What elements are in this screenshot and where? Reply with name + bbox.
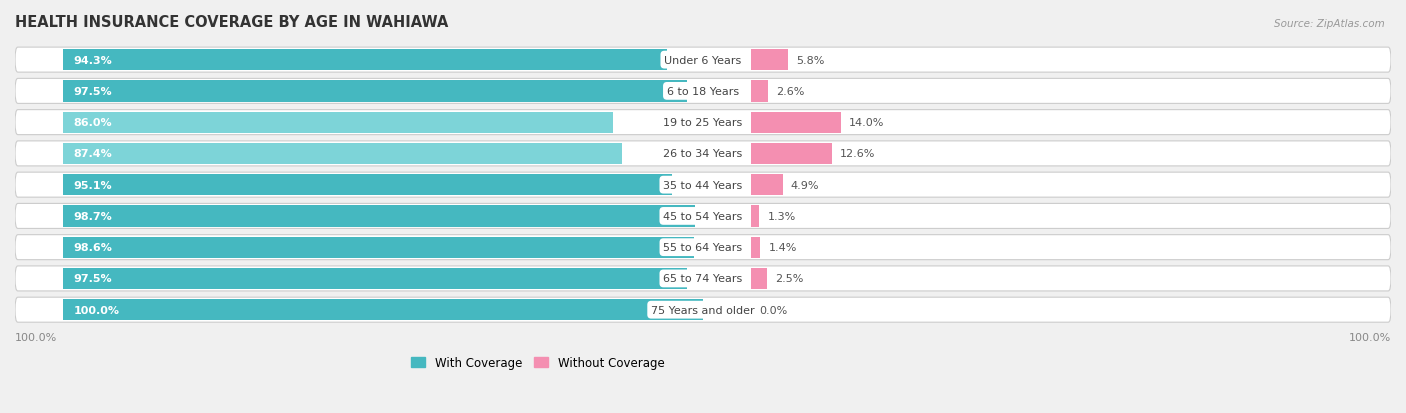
Bar: [63, 299, 703, 320]
Text: 19 to 25 Years: 19 to 25 Years: [664, 118, 742, 128]
Text: 75 Years and older: 75 Years and older: [651, 305, 755, 315]
Text: HEALTH INSURANCE COVERAGE BY AGE IN WAHIAWA: HEALTH INSURANCE COVERAGE BY AGE IN WAHI…: [15, 15, 449, 30]
Bar: [751, 81, 768, 102]
FancyBboxPatch shape: [15, 235, 1391, 260]
Bar: [751, 50, 789, 71]
Bar: [63, 81, 688, 102]
Text: 55 to 64 Years: 55 to 64 Years: [664, 242, 742, 253]
FancyBboxPatch shape: [15, 204, 1391, 229]
Text: 12.6%: 12.6%: [839, 149, 876, 159]
Bar: [63, 175, 672, 196]
Text: 94.3%: 94.3%: [73, 55, 112, 65]
Text: 2.5%: 2.5%: [776, 274, 804, 284]
FancyBboxPatch shape: [15, 297, 1391, 323]
Text: 97.5%: 97.5%: [73, 87, 112, 97]
Text: 6 to 18 Years: 6 to 18 Years: [666, 87, 740, 97]
Text: 87.4%: 87.4%: [73, 149, 112, 159]
Text: 1.4%: 1.4%: [768, 242, 797, 253]
Text: 95.1%: 95.1%: [73, 180, 112, 190]
Text: 86.0%: 86.0%: [73, 118, 112, 128]
FancyBboxPatch shape: [15, 48, 1391, 73]
Text: 0.0%: 0.0%: [759, 305, 787, 315]
Bar: [751, 175, 783, 196]
Text: 100.0%: 100.0%: [73, 305, 120, 315]
Text: 65 to 74 Years: 65 to 74 Years: [664, 274, 742, 284]
Text: 5.8%: 5.8%: [797, 55, 825, 65]
Legend: With Coverage, Without Coverage: With Coverage, Without Coverage: [406, 351, 669, 374]
Bar: [63, 268, 688, 290]
Bar: [63, 237, 695, 258]
Text: 1.3%: 1.3%: [768, 211, 796, 221]
FancyBboxPatch shape: [15, 79, 1391, 104]
Text: 14.0%: 14.0%: [849, 118, 884, 128]
Text: 97.5%: 97.5%: [73, 274, 112, 284]
Text: 100.0%: 100.0%: [15, 332, 58, 342]
Bar: [751, 206, 759, 227]
Text: 98.6%: 98.6%: [73, 242, 112, 253]
Text: 45 to 54 Years: 45 to 54 Years: [664, 211, 742, 221]
Bar: [63, 50, 666, 71]
Bar: [751, 143, 832, 165]
Text: 2.6%: 2.6%: [776, 87, 804, 97]
FancyBboxPatch shape: [15, 142, 1391, 166]
FancyBboxPatch shape: [15, 110, 1391, 135]
Text: 100.0%: 100.0%: [1348, 332, 1391, 342]
Text: 4.9%: 4.9%: [790, 180, 820, 190]
FancyBboxPatch shape: [15, 173, 1391, 198]
Text: Under 6 Years: Under 6 Years: [665, 55, 741, 65]
Bar: [751, 268, 768, 290]
Text: 35 to 44 Years: 35 to 44 Years: [664, 180, 742, 190]
Bar: [63, 112, 613, 133]
Text: 26 to 34 Years: 26 to 34 Years: [664, 149, 742, 159]
Bar: [63, 206, 695, 227]
Text: Source: ZipAtlas.com: Source: ZipAtlas.com: [1274, 19, 1385, 28]
FancyBboxPatch shape: [15, 266, 1391, 291]
Bar: [63, 143, 623, 165]
Bar: [751, 237, 761, 258]
Text: 98.7%: 98.7%: [73, 211, 112, 221]
Bar: [751, 112, 841, 133]
